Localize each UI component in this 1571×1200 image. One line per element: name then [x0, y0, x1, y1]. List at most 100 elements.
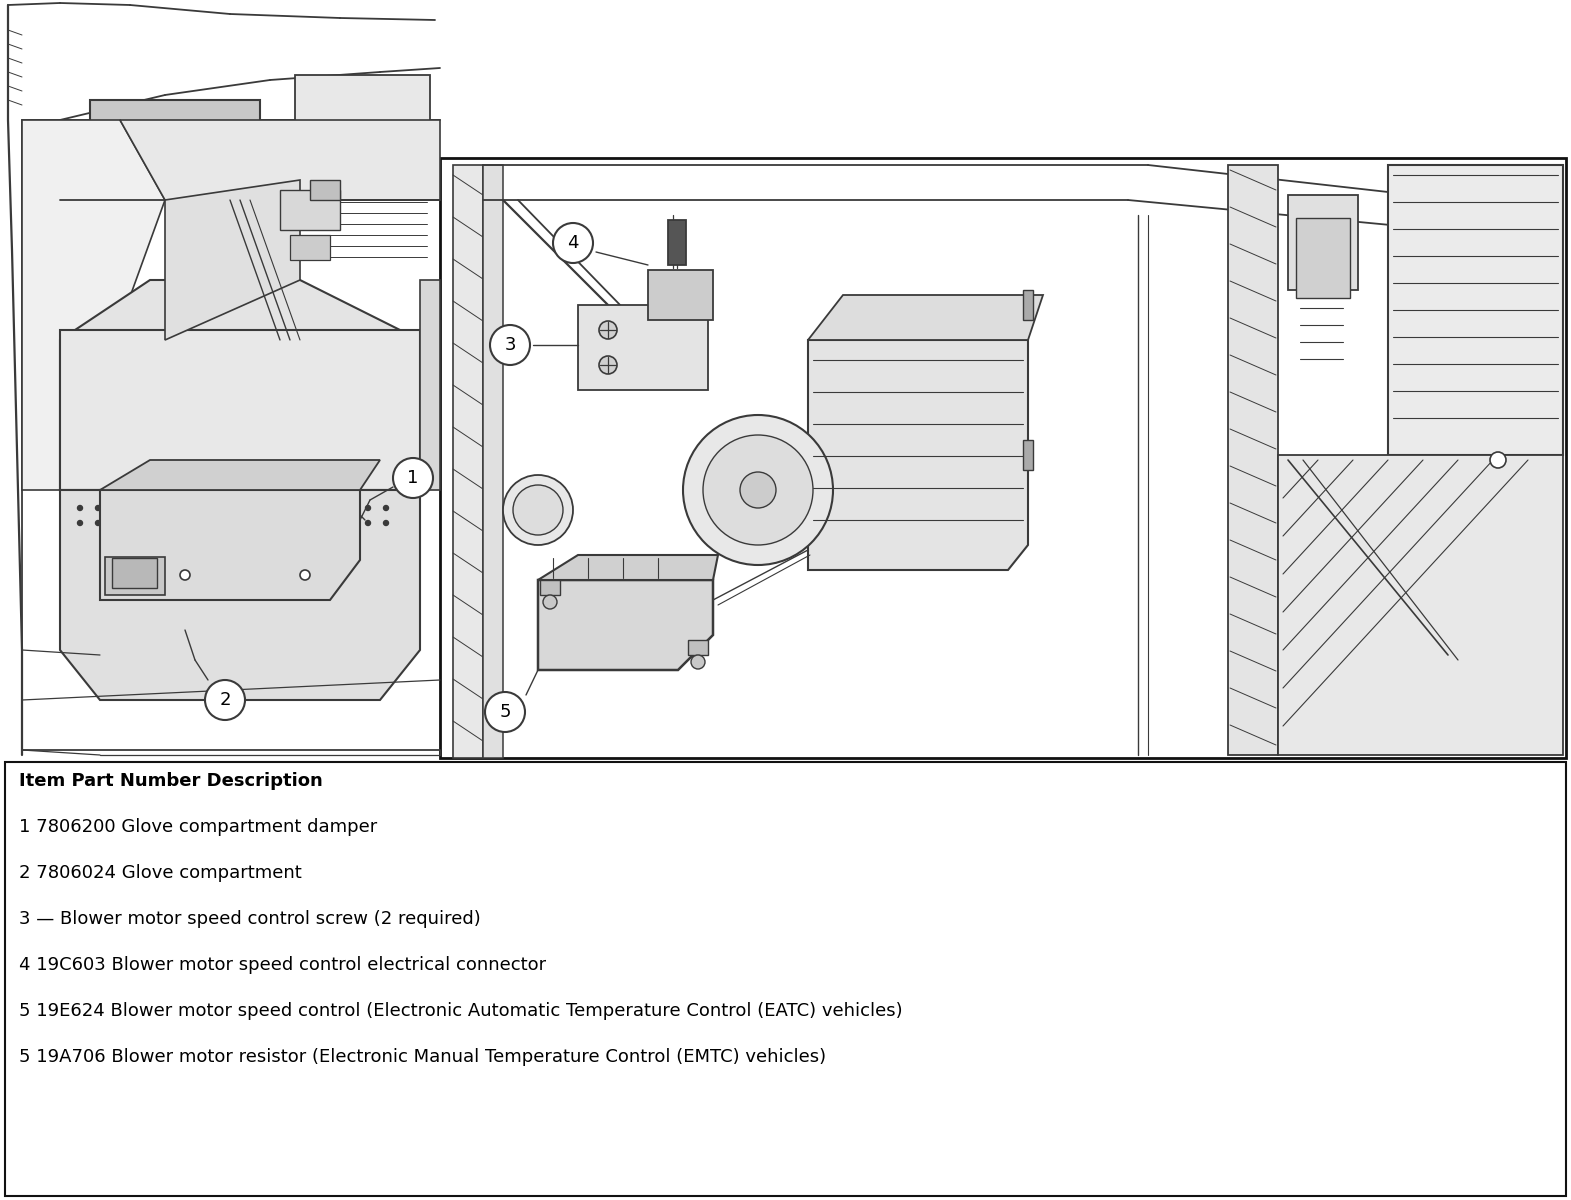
Circle shape	[503, 475, 573, 545]
Circle shape	[149, 521, 154, 526]
Circle shape	[77, 505, 83, 510]
Circle shape	[366, 521, 371, 526]
Circle shape	[204, 680, 245, 720]
Circle shape	[96, 521, 101, 526]
Polygon shape	[1229, 164, 1277, 755]
Circle shape	[553, 223, 592, 263]
Polygon shape	[647, 270, 713, 320]
Text: 5 19A706 Blower motor resistor (Electronic Manual Temperature Control (EMTC) veh: 5 19A706 Blower motor resistor (Electron…	[19, 1048, 826, 1066]
Circle shape	[311, 505, 316, 510]
Bar	[5, 762, 1566, 1196]
Polygon shape	[119, 120, 440, 200]
Circle shape	[514, 485, 562, 535]
Circle shape	[300, 570, 309, 580]
Polygon shape	[1277, 455, 1563, 755]
Polygon shape	[452, 164, 482, 758]
Polygon shape	[101, 490, 360, 600]
Text: 4 19C603 Blower motor speed control electrical connector: 4 19C603 Blower motor speed control elec…	[19, 956, 547, 974]
Polygon shape	[807, 295, 1043, 340]
Circle shape	[544, 595, 558, 608]
Circle shape	[258, 505, 262, 510]
Circle shape	[599, 356, 617, 374]
Polygon shape	[537, 554, 718, 580]
Text: 1: 1	[407, 469, 419, 487]
Circle shape	[239, 521, 245, 526]
Bar	[291, 235, 330, 260]
Circle shape	[168, 505, 173, 510]
Circle shape	[96, 505, 101, 510]
Circle shape	[77, 521, 83, 526]
Circle shape	[149, 505, 154, 510]
Bar	[668, 220, 687, 265]
Polygon shape	[578, 305, 709, 390]
Bar	[60, 330, 419, 490]
Circle shape	[330, 505, 335, 510]
Circle shape	[113, 505, 118, 510]
Circle shape	[294, 521, 298, 526]
Text: 5 19E624 Blower motor speed control (Electronic Automatic Temperature Control (E: 5 19E624 Blower motor speed control (Ele…	[19, 1002, 903, 1020]
Text: 3: 3	[504, 336, 515, 354]
Circle shape	[330, 521, 335, 526]
Circle shape	[294, 505, 298, 510]
Circle shape	[204, 521, 209, 526]
Polygon shape	[22, 120, 165, 490]
Circle shape	[366, 505, 371, 510]
Polygon shape	[537, 580, 713, 670]
Circle shape	[702, 434, 814, 545]
Circle shape	[222, 521, 226, 526]
Circle shape	[275, 521, 281, 526]
Circle shape	[347, 505, 352, 510]
Circle shape	[113, 521, 118, 526]
Circle shape	[275, 505, 281, 510]
Circle shape	[1489, 452, 1507, 468]
Bar	[1296, 218, 1349, 298]
Polygon shape	[101, 460, 380, 490]
Text: 1 7806200 Glove compartment damper: 1 7806200 Glove compartment damper	[19, 818, 377, 836]
Text: 4: 4	[567, 234, 578, 252]
Circle shape	[383, 521, 388, 526]
Bar	[280, 190, 339, 230]
Bar	[688, 640, 709, 655]
Circle shape	[181, 570, 190, 580]
Polygon shape	[482, 164, 503, 758]
Circle shape	[383, 505, 388, 510]
Bar	[1023, 440, 1034, 470]
Circle shape	[168, 521, 173, 526]
Bar	[90, 100, 259, 155]
Bar	[105, 557, 165, 595]
Bar	[1023, 290, 1034, 320]
Circle shape	[393, 458, 434, 498]
Polygon shape	[165, 180, 300, 340]
Text: 3 — Blower motor speed control screw (2 required): 3 — Blower motor speed control screw (2 …	[19, 910, 481, 928]
Circle shape	[222, 505, 226, 510]
Polygon shape	[1389, 164, 1563, 455]
Circle shape	[740, 472, 776, 508]
Polygon shape	[807, 340, 1027, 570]
Text: 2 7806024 Glove compartment: 2 7806024 Glove compartment	[19, 864, 302, 882]
Circle shape	[132, 521, 137, 526]
Bar	[1288, 194, 1357, 290]
Bar	[309, 180, 339, 200]
Bar	[440, 158, 1566, 758]
Circle shape	[132, 505, 137, 510]
Circle shape	[490, 325, 529, 365]
Circle shape	[485, 692, 525, 732]
Circle shape	[347, 521, 352, 526]
Circle shape	[185, 505, 190, 510]
Polygon shape	[60, 490, 419, 700]
Bar	[295, 74, 430, 175]
Polygon shape	[419, 280, 440, 490]
Text: 2: 2	[220, 691, 231, 709]
Text: Item Part Number Description: Item Part Number Description	[19, 772, 322, 790]
Circle shape	[683, 415, 833, 565]
Polygon shape	[60, 280, 419, 490]
Circle shape	[204, 505, 209, 510]
Circle shape	[239, 505, 245, 510]
Circle shape	[311, 521, 316, 526]
Circle shape	[691, 655, 705, 670]
Circle shape	[258, 521, 262, 526]
Circle shape	[185, 521, 190, 526]
Circle shape	[599, 320, 617, 338]
Bar	[540, 580, 559, 595]
Text: 5: 5	[500, 703, 511, 721]
